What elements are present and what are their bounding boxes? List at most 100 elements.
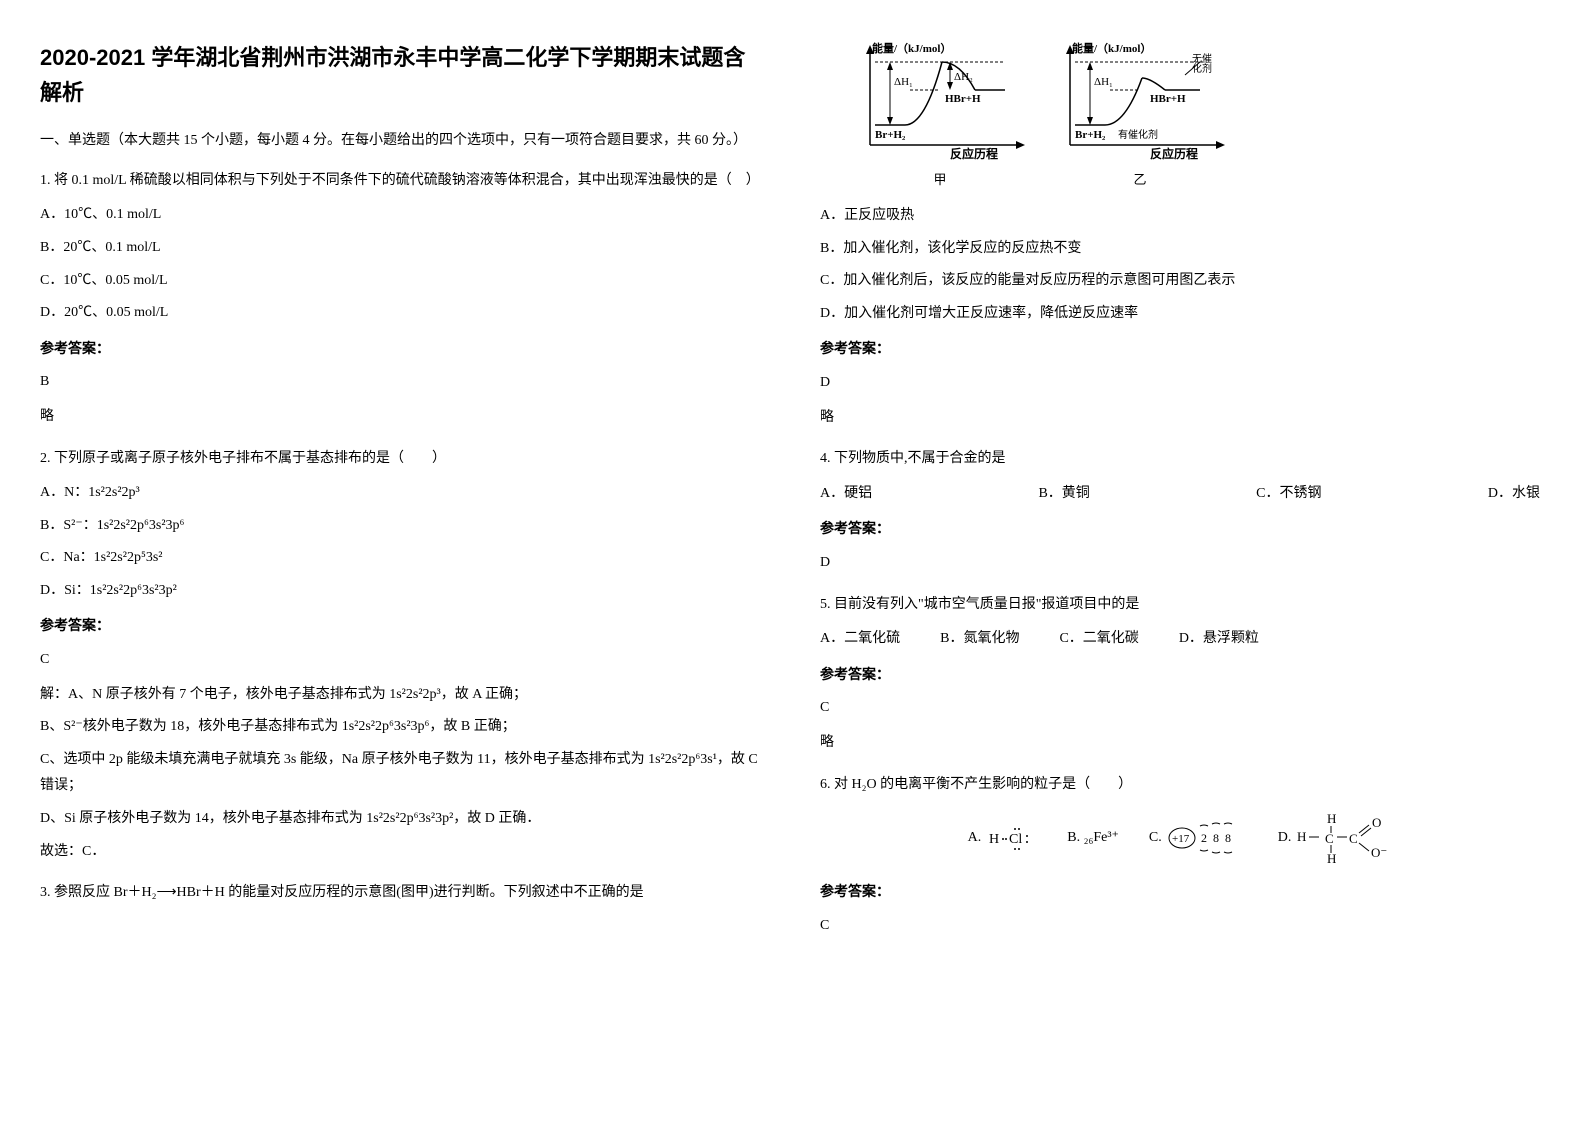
q5-opt-b: B．氮氧化物 (940, 626, 1019, 653)
q2-exp5: 故选：C． (40, 839, 760, 866)
section-header: 一、单选题（本大题共 15 个小题，每小题 4 分。在每小题给出的四个选项中，只… (40, 130, 760, 152)
q6-answer: C (820, 913, 1540, 940)
q2-text: 2. 下列原子或离子原子核外电子排布不属于基态排布的是（ ） (40, 446, 760, 473)
q6-text: 6. 对 H₂O 的电离平衡不产生影响的粒子是（ ） (820, 772, 1540, 799)
energy-diagrams: 能量/（kJ/mol） ΔH₁ ΔH₂ Br+H₂ HB (820, 40, 1540, 188)
q6-opt-d: D. H H C H C O (1278, 813, 1393, 863)
q2-exp4: D、Si 原子核外电子数为 14，核外电子基态排布式为 1s²2s²2p⁶3s²… (40, 806, 760, 833)
svg-text:C: C (1325, 831, 1334, 846)
q5-opt-c: C．二氧化碳 (1059, 626, 1138, 653)
svg-text:H: H (1297, 829, 1306, 844)
svg-text:+17: +17 (1172, 833, 1190, 845)
q2-exp2: B、S²⁻核外电子数为 18，核外电子基态排布式为 1s²2s²2p⁶3s²3p… (40, 714, 760, 741)
svg-text:H: H (1327, 813, 1336, 826)
q2-opt-d: D．Si：1s²2s²2p⁶3s²3p² (40, 578, 760, 605)
svg-text:2: 2 (1201, 831, 1207, 845)
q1-opt-d: D．20℃、0.05 mol/L (40, 300, 760, 327)
q4-text: 4. 下列物质中,不属于合金的是 (820, 446, 1540, 473)
q1-text: 1. 将 0.1 mol/L 稀硫酸以相同体积与下列处于不同条件下的硫代硫酸钠溶… (40, 168, 760, 195)
q6-opt-c: C. +17 2 8 8 (1149, 818, 1248, 858)
q6-opt-a-label: A. (968, 825, 982, 852)
q5-opt-d: D．悬浮颗粒 (1179, 626, 1259, 653)
q3-answer: D (820, 370, 1540, 397)
svg-text:8: 8 (1213, 831, 1219, 845)
q6-opt-c-label: C. (1149, 825, 1162, 852)
q2-answer-label: 参考答案： (40, 612, 760, 639)
q2-opt-b: B．S²⁻：1s²2s²2p⁶3s²3p⁶ (40, 513, 760, 540)
cl-atom-icon: +17 2 8 8 (1168, 818, 1248, 858)
question-5: 5. 目前没有列入"城市空气质量日报"报道项目中的是 A．二氧化硫 B．氮氧化物… (820, 592, 1540, 757)
svg-text:8: 8 (1225, 831, 1231, 845)
diagram-b-label: 乙 (1050, 169, 1230, 188)
main-title: 2020-2021 学年湖北省荆州市洪湖市永丰中学高二化学下学期期末试题含解析 (40, 40, 760, 110)
energy-diagram-b-svg: 能量/（kJ/mol） ΔH₁ 无催 化剂 Br+H₂ 有催化剂 (1050, 40, 1230, 160)
svg-text:HBr+H: HBr+H (945, 93, 981, 105)
q6-opt-a: A. H Cl (968, 821, 1038, 856)
svg-text:反应历程: 反应历程 (1150, 146, 1198, 160)
q4-opt-d: D．水银 (1488, 481, 1540, 508)
svg-text:O: O (1372, 815, 1381, 830)
q2-opt-c: C．Na：1s²2s²2p⁵3s² (40, 545, 760, 572)
acetic-acid-icon: H H C H C O O⁻ (1297, 813, 1392, 863)
svg-text:能量/（kJ/mol）: 能量/（kJ/mol） (1072, 41, 1151, 55)
q3-opt-a: A．正反应吸热 (820, 203, 1540, 230)
q1-answer: B (40, 369, 760, 396)
q4-answer-label: 参考答案： (820, 515, 1540, 542)
q4-opt-b: B．黄铜 (1038, 481, 1089, 508)
q4-options: A．硬铝 B．黄铜 C．不锈钢 D．水银 (820, 481, 1540, 508)
svg-text:ΔH₁: ΔH₁ (894, 76, 913, 88)
q3-answer-label: 参考答案： (820, 335, 1540, 362)
q6-opt-b: B. ₂₆Fe³⁺ (1067, 825, 1119, 852)
svg-text:H: H (989, 832, 999, 847)
q6-options: A. H Cl B. ₂₆Fe³⁺ (820, 813, 1540, 863)
question-1: 1. 将 0.1 mol/L 稀硫酸以相同体积与下列处于不同条件下的硫代硫酸钠溶… (40, 168, 760, 431)
q2-answer: C (40, 647, 760, 674)
svg-text:化剂: 化剂 (1192, 62, 1212, 75)
question-2: 2. 下列原子或离子原子核外电子排布不属于基态排布的是（ ） A．N：1s²2s… (40, 446, 760, 866)
svg-text:Br+H₂: Br+H₂ (875, 129, 906, 141)
question-6: 6. 对 H₂O 的电离平衡不产生影响的粒子是（ ） A. H Cl (820, 772, 1540, 940)
q5-answer-label: 参考答案： (820, 661, 1540, 688)
q3-opt-d: D．加入催化剂可增大正反应速率，降低逆反应速率 (820, 301, 1540, 328)
q1-opt-c: C．10℃、0.05 mol/L (40, 268, 760, 295)
diagram-a: 能量/（kJ/mol） ΔH₁ ΔH₂ Br+H₂ HB (850, 40, 1030, 188)
q2-opt-a: A．N：1s²2s²2p³ (40, 480, 760, 507)
q1-opt-b: B．20℃、0.1 mol/L (40, 235, 760, 262)
q6-opt-b-label: B. ₂₆Fe³⁺ (1067, 825, 1119, 852)
q3-text: 3. 参照反应 Br＋H₂⟶HBr＋H 的能量对反应历程的示意图(图甲)进行判断… (40, 880, 760, 907)
q4-opt-c: C．不锈钢 (1256, 481, 1321, 508)
right-column: 能量/（kJ/mol） ΔH₁ ΔH₂ Br+H₂ HB (820, 40, 1540, 954)
svg-text:ΔH₁: ΔH₁ (1094, 76, 1113, 88)
svg-text:H: H (1327, 851, 1336, 863)
svg-text:C: C (1349, 831, 1358, 846)
q3-opt-c: C．加入催化剂后，该反应的能量对反应历程的示意图可用图乙表示 (820, 268, 1540, 295)
diagram-a-label: 甲 (850, 169, 1030, 188)
q2-exp1: 解：A、N 原子核外有 7 个电子，核外电子基态排布式为 1s²2s²2p³，故… (40, 682, 760, 709)
q6-answer-label: 参考答案： (820, 878, 1540, 905)
svg-text:ΔH₂: ΔH₂ (954, 71, 973, 83)
q5-explanation: 略 (820, 730, 1540, 757)
q3-explanation: 略 (820, 405, 1540, 432)
svg-text:反应历程: 反应历程 (950, 146, 998, 160)
energy-diagram-a-svg: 能量/（kJ/mol） ΔH₁ ΔH₂ Br+H₂ HB (850, 40, 1030, 160)
q3-opt-b: B．加入催化剂，该化学反应的反应热不变 (820, 236, 1540, 263)
svg-text:Br+H₂: Br+H₂ (1075, 129, 1106, 141)
left-column: 2020-2021 学年湖北省荆州市洪湖市永丰中学高二化学下学期期末试题含解析 … (40, 40, 760, 954)
q4-answer: D (820, 550, 1540, 577)
svg-text:HBr+H: HBr+H (1150, 93, 1186, 105)
q2-exp3: C、选项中 2p 能级未填充满电子就填充 3s 能级，Na 原子核外电子数为 1… (40, 747, 760, 800)
svg-text:有催化剂: 有催化剂 (1118, 128, 1158, 141)
hcl-lewis-icon: H Cl (987, 821, 1037, 856)
diagram-b: 能量/（kJ/mol） ΔH₁ 无催 化剂 Br+H₂ 有催化剂 (1050, 40, 1230, 188)
question-3-options: A．正反应吸热 B．加入催化剂，该化学反应的反应热不变 C．加入催化剂后，该反应… (820, 203, 1540, 431)
q1-opt-a: A．10℃、0.1 mol/L (40, 202, 760, 229)
q1-explanation: 略 (40, 404, 760, 431)
q4-opt-a: A．硬铝 (820, 481, 872, 508)
q5-text: 5. 目前没有列入"城市空气质量日报"报道项目中的是 (820, 592, 1540, 619)
q1-answer-label: 参考答案： (40, 335, 760, 362)
svg-text:O⁻: O⁻ (1371, 845, 1387, 860)
q5-answer: C (820, 695, 1540, 722)
question-4: 4. 下列物质中,不属于合金的是 A．硬铝 B．黄铜 C．不锈钢 D．水银 参考… (820, 446, 1540, 576)
y-axis-label: 能量/（kJ/mol） (872, 41, 951, 55)
q5-opt-a: A．二氧化硫 (820, 626, 900, 653)
